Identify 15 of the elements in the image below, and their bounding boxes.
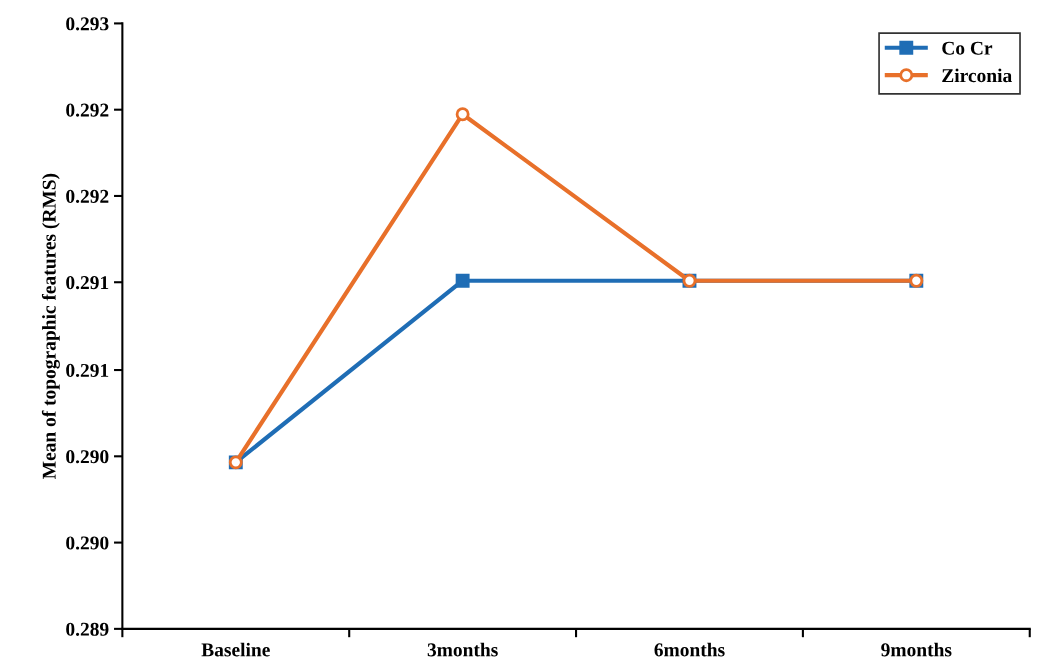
x-tick-label: 9months — [881, 642, 952, 657]
y-tick-label: 0.292 — [66, 189, 109, 203]
y-tick-label: 0.293 — [66, 17, 109, 31]
y-tick-label: 0.290 — [66, 450, 109, 464]
legend-label: Co Cr — [942, 41, 993, 55]
y-tick-label: 0.291 — [66, 276, 109, 290]
x-tick-label: 6months — [654, 642, 725, 657]
y-tick-label: 0.290 — [66, 536, 109, 550]
y-tick-label: 0.292 — [66, 103, 109, 117]
legend-label: Zirconia — [942, 68, 1012, 83]
y-tick-label: 0.291 — [66, 363, 109, 378]
y-tick-label: 0.289 — [66, 622, 109, 636]
x-tick-label: 3months — [427, 642, 498, 657]
x-tick-label: Baseline — [201, 642, 270, 657]
y-axis-title: Mean of topographic features (RMS) — [41, 173, 60, 479]
